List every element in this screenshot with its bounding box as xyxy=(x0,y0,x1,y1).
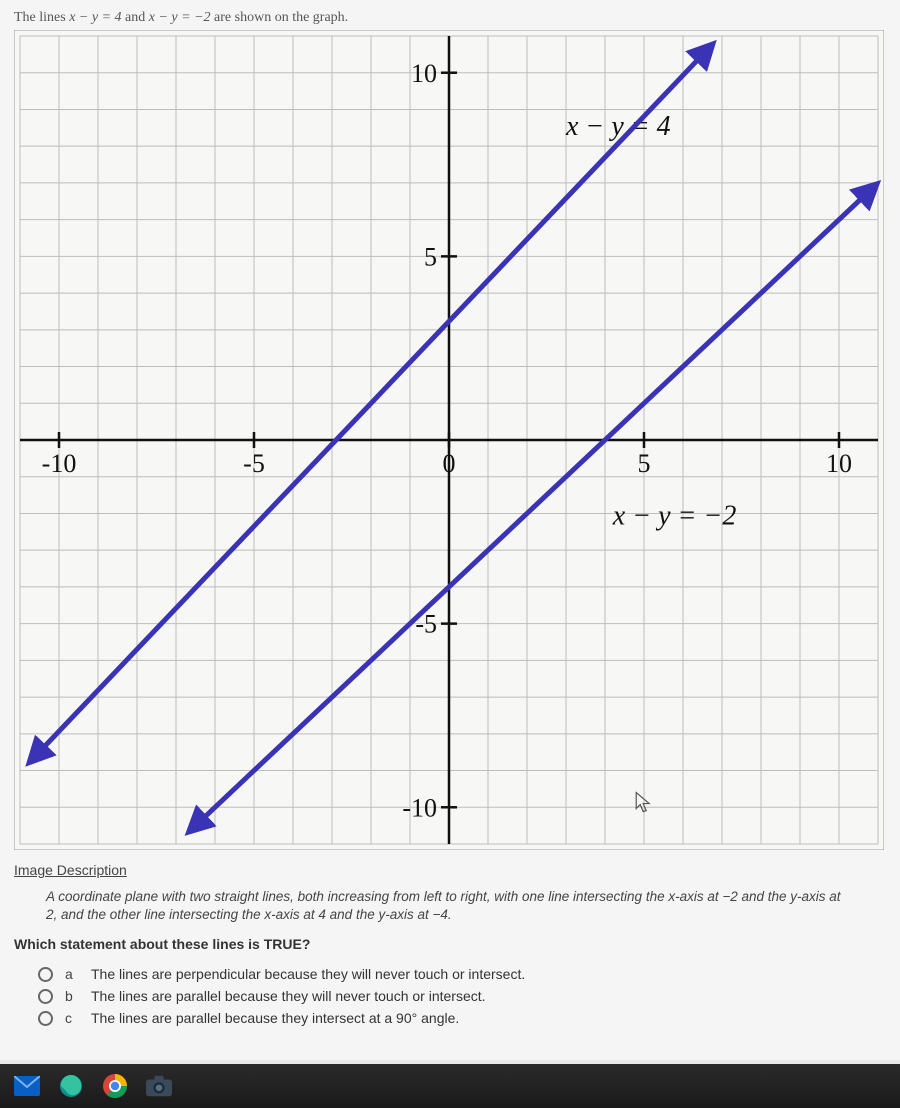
x-tick-label: 10 xyxy=(826,449,852,478)
question-text: Which statement about these lines is TRU… xyxy=(14,936,886,952)
line-label-2: x − y = −2 xyxy=(612,500,737,531)
radio-a[interactable] xyxy=(38,967,53,982)
image-description-text: A coordinate plane with two straight lin… xyxy=(46,888,854,924)
image-description-link[interactable]: Image Description xyxy=(14,862,886,878)
prompt-prefix: The lines xyxy=(14,10,69,25)
coordinate-plane-chart: -10-50510-10-5510x − y = 4x − y = −2 xyxy=(14,30,884,850)
x-tick-label: -10 xyxy=(42,449,77,478)
y-tick-label: 5 xyxy=(424,242,437,271)
x-tick-label: 5 xyxy=(638,449,651,478)
option-letter: b xyxy=(65,988,79,1004)
prompt-text: The lines x − y = 4 and x − y = −2 are s… xyxy=(14,10,886,26)
answer-option-a[interactable]: a The lines are perpendicular because the… xyxy=(38,966,886,982)
prompt-eq2: x − y = −2 xyxy=(149,10,211,25)
y-tick-label: -10 xyxy=(402,793,437,822)
question-page: The lines x − y = 4 and x − y = −2 are s… xyxy=(0,0,900,1060)
option-text: The lines are parallel because they will… xyxy=(91,988,486,1004)
option-letter: c xyxy=(65,1010,79,1026)
line-label-1: x − y = 4 xyxy=(565,111,671,142)
mail-icon[interactable] xyxy=(14,1073,40,1099)
x-tick-label: 0 xyxy=(443,449,456,478)
option-letter: a xyxy=(65,966,79,982)
answer-option-b[interactable]: b The lines are parallel because they wil… xyxy=(38,988,886,1004)
prompt-suffix: are shown on the graph. xyxy=(214,10,348,25)
option-text: The lines are perpendicular because they… xyxy=(91,966,525,982)
chart-svg: -10-50510-10-5510x − y = 4x − y = −2 xyxy=(14,30,884,850)
prompt-mid: and xyxy=(125,10,149,25)
answer-option-c[interactable]: c The lines are parallel because they int… xyxy=(38,1010,886,1026)
y-tick-label: 10 xyxy=(411,59,437,88)
chrome-icon[interactable] xyxy=(102,1073,128,1099)
radio-b[interactable] xyxy=(38,989,53,1004)
x-tick-label: -5 xyxy=(243,449,265,478)
taskbar xyxy=(0,1064,900,1108)
camera-icon[interactable] xyxy=(146,1073,172,1099)
radio-c[interactable] xyxy=(38,1011,53,1026)
edge-icon[interactable] xyxy=(58,1073,84,1099)
option-text: The lines are parallel because they inte… xyxy=(91,1010,459,1026)
answer-options: a The lines are perpendicular because the… xyxy=(38,966,886,1026)
prompt-eq1: x − y = 4 xyxy=(69,10,121,25)
